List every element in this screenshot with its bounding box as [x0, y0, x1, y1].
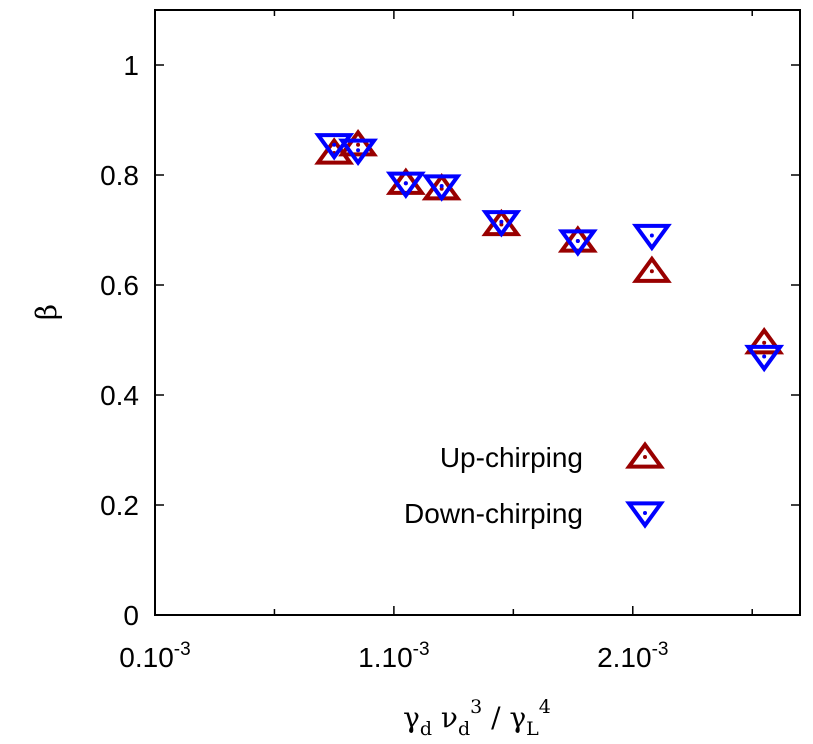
legend: Up-chirping Down-chirping: [404, 441, 665, 529]
y-tick-label: 0.8: [100, 160, 139, 191]
x-tick-label: 2.10-3: [597, 639, 668, 673]
triangle-up-point: [744, 327, 785, 355]
y-axis-label: β: [30, 304, 63, 320]
legend-label: Down-chirping: [404, 498, 583, 529]
data-series: [314, 129, 785, 373]
legend-marker: [625, 501, 665, 529]
triangle-down-point: [421, 174, 462, 202]
y-tick-label: 1: [123, 50, 139, 81]
triangle-down-point: [631, 223, 672, 252]
triangle-down-point: [338, 138, 378, 166]
triangle-up-point: [338, 129, 378, 157]
triangle-down-point: [557, 229, 598, 257]
legend-marker: [625, 441, 665, 469]
y-tick-label: 0.2: [100, 490, 139, 521]
y-axis: 0 0.2 0.4 0.6 0.8 1: [100, 50, 800, 631]
triangle-down-point: [744, 344, 785, 373]
x-tick-label: 0.10-3: [119, 639, 190, 673]
triangle-down-point: [481, 210, 522, 238]
legend-label: Up-chirping: [440, 442, 583, 473]
triangle-down-point: [314, 133, 355, 161]
y-tick-label: 0.4: [100, 380, 139, 411]
x-axis-label: γd​ νd3​ / γL4​: [403, 696, 551, 740]
plot-frame: [154, 9, 801, 616]
triangle-up-point: [631, 255, 672, 283]
series-down-chirping: [314, 133, 785, 373]
y-tick-label: 0.6: [100, 270, 139, 301]
x-axis: 0.10-3 1.10-3 2.10-3: [119, 10, 753, 673]
y-tick-label: 0: [123, 600, 139, 631]
triangle-down-point: [385, 171, 426, 199]
x-tick-label: 1.10-3: [358, 639, 429, 673]
